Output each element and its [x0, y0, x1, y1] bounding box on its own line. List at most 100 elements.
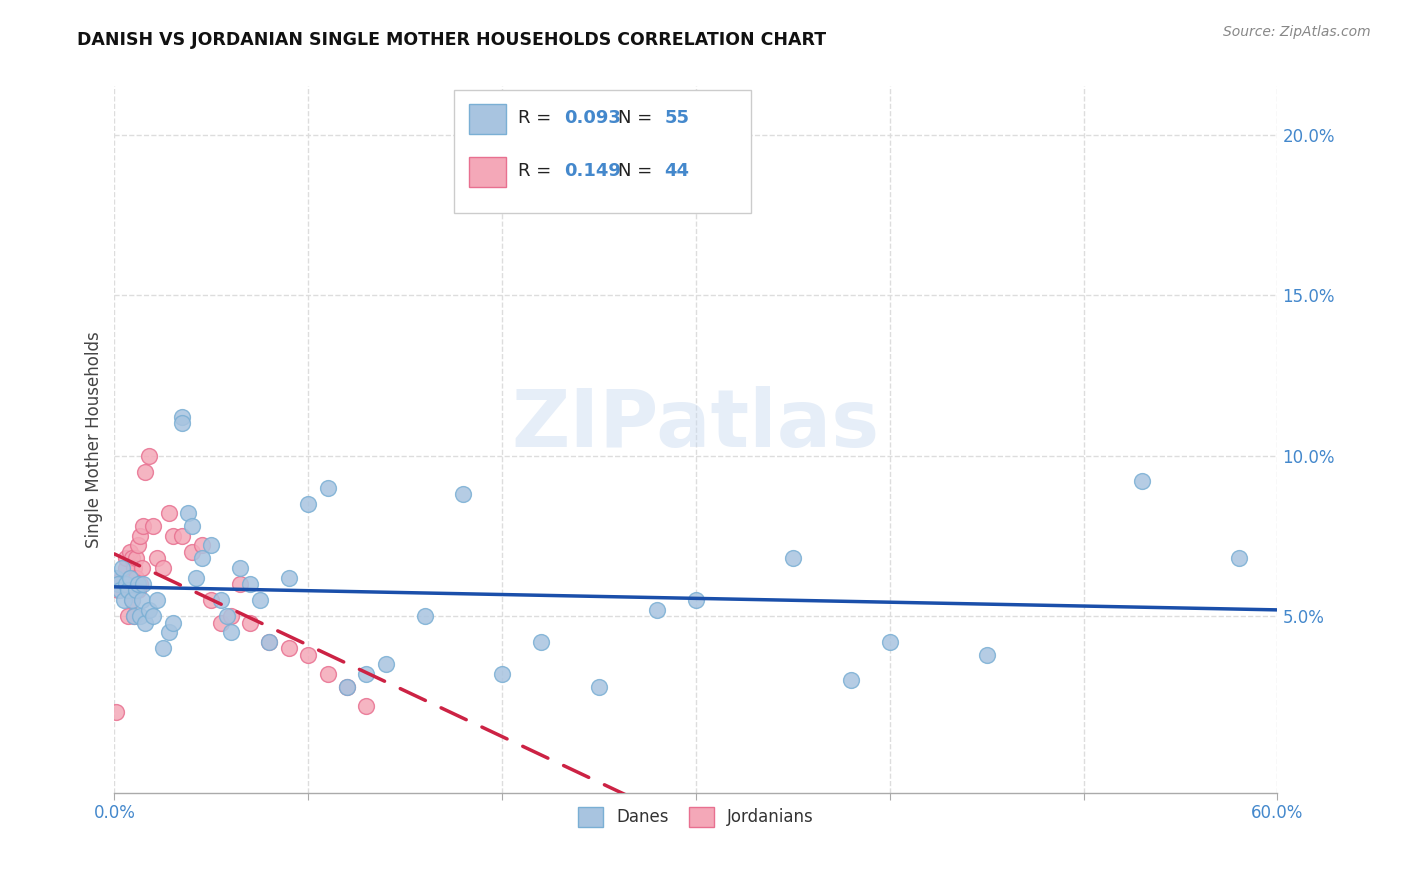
- Point: [132, 577, 155, 591]
- Point: [122, 609, 145, 624]
- Text: R =: R =: [517, 162, 557, 180]
- Point: [128, 529, 150, 543]
- Point: [491, 666, 513, 681]
- Text: N =: N =: [619, 109, 658, 128]
- Point: [128, 577, 150, 591]
- Point: [157, 507, 180, 521]
- Point: [229, 577, 252, 591]
- Point: [172, 529, 194, 543]
- Point: [121, 551, 143, 566]
- Point: [259, 634, 281, 648]
- Point: [297, 497, 319, 511]
- Text: 0.093: 0.093: [564, 109, 621, 128]
- Point: [134, 465, 156, 479]
- Point: [209, 593, 232, 607]
- Point: [118, 570, 141, 584]
- Point: [115, 561, 138, 575]
- Point: [200, 538, 222, 552]
- Point: [105, 570, 128, 584]
- Text: 0.149: 0.149: [564, 162, 621, 180]
- Point: [356, 698, 378, 713]
- Point: [127, 577, 149, 591]
- Point: [530, 634, 553, 648]
- Point: [184, 570, 207, 584]
- Point: [181, 545, 204, 559]
- Point: [110, 583, 132, 598]
- Point: [356, 666, 378, 681]
- FancyBboxPatch shape: [470, 104, 506, 134]
- Legend: Danes, Jordanians: Danes, Jordanians: [571, 800, 821, 834]
- Text: 44: 44: [665, 162, 689, 180]
- Point: [117, 609, 139, 624]
- Point: [107, 577, 129, 591]
- Point: [162, 615, 184, 630]
- Point: [107, 583, 129, 598]
- Point: [125, 583, 148, 598]
- Point: [122, 561, 145, 575]
- Point: [1130, 475, 1153, 489]
- Point: [200, 593, 222, 607]
- FancyBboxPatch shape: [470, 157, 506, 186]
- Point: [976, 648, 998, 662]
- Text: N =: N =: [619, 162, 658, 180]
- Point: [209, 615, 232, 630]
- Point: [117, 583, 139, 598]
- Point: [118, 570, 141, 584]
- Point: [336, 680, 359, 694]
- Point: [131, 593, 153, 607]
- Point: [190, 551, 212, 566]
- Point: [685, 593, 707, 607]
- Point: [138, 449, 160, 463]
- Point: [259, 634, 281, 648]
- Point: [782, 551, 804, 566]
- Point: [115, 551, 138, 566]
- Y-axis label: Single Mother Households: Single Mother Households: [86, 331, 103, 548]
- Point: [142, 519, 165, 533]
- Point: [1227, 551, 1250, 566]
- Point: [879, 634, 901, 648]
- Point: [146, 593, 169, 607]
- Point: [336, 680, 359, 694]
- Point: [134, 615, 156, 630]
- Point: [297, 648, 319, 662]
- Point: [152, 641, 174, 656]
- Point: [316, 481, 339, 495]
- Point: [157, 625, 180, 640]
- Point: [152, 561, 174, 575]
- Point: [112, 577, 135, 591]
- Point: [125, 570, 148, 584]
- Point: [645, 602, 668, 616]
- Point: [127, 583, 149, 598]
- Point: [588, 680, 610, 694]
- FancyBboxPatch shape: [454, 90, 751, 213]
- Point: [277, 641, 299, 656]
- Point: [105, 706, 128, 720]
- Text: 55: 55: [665, 109, 689, 128]
- Point: [177, 507, 200, 521]
- Point: [453, 487, 475, 501]
- Point: [239, 615, 262, 630]
- Text: ZIPatlas: ZIPatlas: [512, 386, 880, 465]
- Point: [229, 561, 252, 575]
- Point: [128, 609, 150, 624]
- Point: [118, 545, 141, 559]
- Point: [125, 551, 148, 566]
- Point: [132, 519, 155, 533]
- Point: [121, 593, 143, 607]
- Point: [172, 410, 194, 425]
- Point: [190, 538, 212, 552]
- Point: [374, 657, 396, 672]
- Point: [138, 602, 160, 616]
- Point: [219, 609, 242, 624]
- Point: [142, 609, 165, 624]
- Point: [146, 551, 169, 566]
- Point: [110, 577, 132, 591]
- Point: [239, 577, 262, 591]
- Point: [215, 609, 238, 624]
- Text: Source: ZipAtlas.com: Source: ZipAtlas.com: [1223, 25, 1371, 39]
- Point: [111, 561, 134, 575]
- Point: [413, 609, 436, 624]
- Point: [316, 666, 339, 681]
- Text: DANISH VS JORDANIAN SINGLE MOTHER HOUSEHOLDS CORRELATION CHART: DANISH VS JORDANIAN SINGLE MOTHER HOUSEH…: [77, 31, 827, 49]
- Text: R =: R =: [517, 109, 557, 128]
